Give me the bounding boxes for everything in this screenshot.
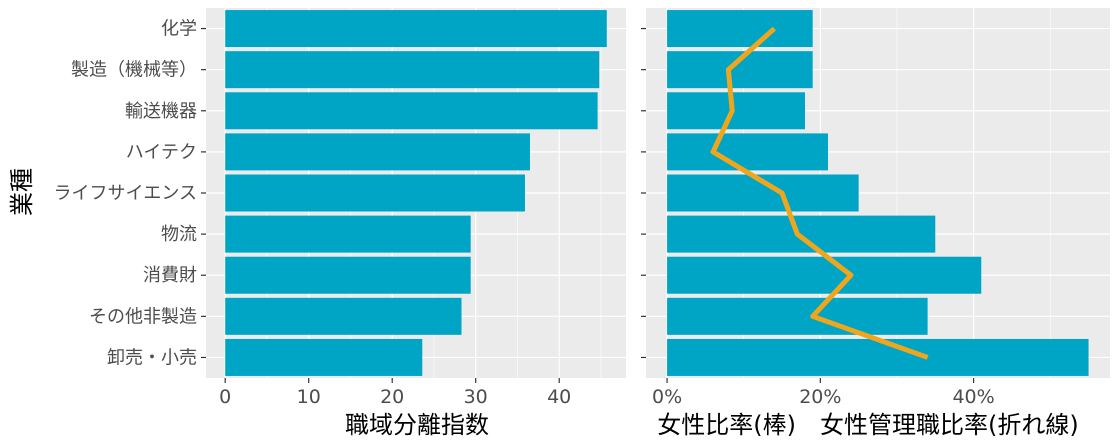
bar — [225, 215, 471, 253]
x-axis-title-right: 女性比率(棒) 女性管理職比率(折れ線) — [657, 411, 1078, 439]
x-axis-title-left: 職域分離指数 — [345, 411, 489, 439]
y-tick-label: 製造（機械等） — [71, 60, 197, 81]
y-tick-label: 卸売・小売 — [107, 347, 197, 368]
y-tick-label: 輸送機器 — [125, 101, 197, 122]
bar — [225, 174, 525, 212]
bar — [667, 297, 928, 335]
x-tick-label: 30 — [464, 386, 488, 408]
bar — [225, 10, 607, 48]
series-line — [710, 26, 929, 360]
bar — [225, 92, 598, 130]
bar — [225, 338, 423, 376]
bar — [225, 297, 462, 335]
x-tick-label: 10 — [297, 386, 321, 408]
y-tick-label: 消費財 — [143, 265, 197, 286]
x-tick-label: 40 — [547, 386, 571, 408]
x-tick-label: 40% — [952, 386, 994, 408]
y-tick-label: その他非製造 — [89, 306, 197, 327]
x-tick-label: 20% — [799, 386, 841, 408]
y-tick-label: ハイテク — [126, 142, 197, 163]
panel-left: 卸売・小売 その他非製造 消費財 物流 ライフサイエンス ハイテク 輸送機器 製造（機械等） 化… — [54, 8, 626, 408]
bar — [225, 51, 600, 89]
bar — [667, 92, 806, 130]
y-tick-label: ライフサイエンス — [54, 183, 197, 204]
x-tick-label: 0 — [219, 386, 231, 408]
bar — [667, 10, 813, 48]
y-tick-label: 化学 — [161, 19, 197, 40]
panel-right: 0% 20% 40% — [641, 8, 1110, 408]
x-tick-label: 0% — [652, 386, 682, 408]
y-tick-label: 物流 — [161, 224, 197, 245]
bar — [667, 256, 982, 294]
bar — [225, 133, 530, 171]
bar — [667, 133, 828, 171]
y-axis-title: 業種 — [8, 168, 36, 216]
bar — [667, 338, 1089, 376]
bar — [225, 256, 471, 294]
x-tick-label: 20 — [380, 386, 404, 408]
